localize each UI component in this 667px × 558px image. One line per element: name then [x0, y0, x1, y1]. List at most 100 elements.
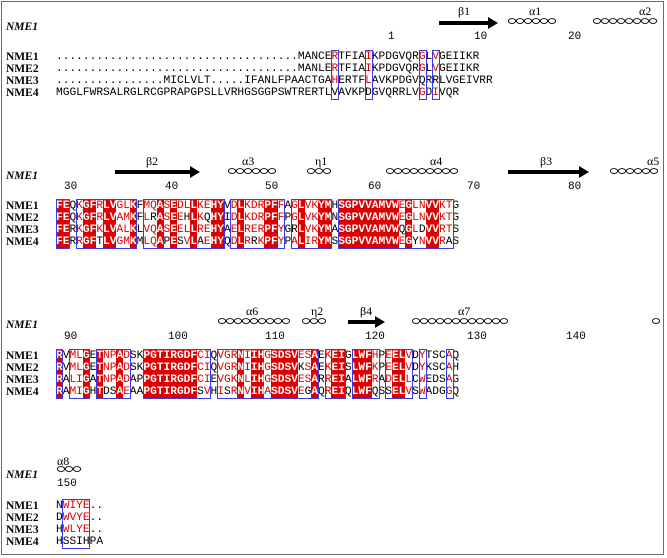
beta-strand-arrow	[439, 17, 498, 29]
eta-helix-coil	[302, 318, 326, 324]
helix-turn	[228, 168, 237, 174]
helix-turn	[441, 168, 451, 174]
helix-turn	[281, 318, 290, 324]
helix-turn	[265, 318, 275, 324]
helix-turn	[412, 318, 421, 324]
sequence-row: DWVYE..	[56, 512, 104, 524]
helix-turn	[249, 318, 259, 324]
ss-label-alpha6: α6	[246, 304, 259, 318]
helix-turn	[547, 18, 556, 24]
helix-turn	[235, 168, 245, 174]
seq-name: NME2	[6, 212, 39, 224]
alpha-helix-coil	[508, 18, 556, 24]
ref-structure-label: NME1	[6, 319, 38, 331]
seq-name: NME1	[6, 200, 39, 212]
residue-number: 100	[168, 331, 188, 343]
helix-turn	[427, 318, 437, 324]
helix-turn	[433, 168, 443, 174]
helix-turn	[648, 18, 657, 24]
ref-structure-label: NME1	[6, 469, 38, 481]
helix-turn	[624, 18, 634, 24]
sequence-row: FEQKGFRLVAMKFLRASEEHLKQHYIDLKDRPFFPGLVKY…	[56, 212, 460, 224]
alpha-helix-coil	[610, 168, 658, 174]
ss-label-eta2: η2	[311, 304, 324, 318]
helix-turn	[64, 466, 74, 472]
sequence-row: RVMLGETNPADSKPGTIRGDFCIQVGRNIIHGSDSVESAE…	[56, 350, 460, 362]
ss-label-alpha5: α5	[647, 154, 660, 168]
helix-turn	[600, 18, 610, 24]
alpha-helix-coil	[218, 318, 290, 324]
helix-turn	[508, 18, 517, 24]
ss-label-beta2: β2	[146, 154, 159, 168]
sequence-row: ................MICLVLT.....IFANLFPAACTG…	[56, 75, 493, 87]
sequence-block: RVMLGETNPADSKPGTIRGDFCIQVGRNIIHGSDSVESAE…	[55, 349, 460, 399]
helix-turn	[593, 18, 602, 24]
helix-turn	[652, 318, 660, 324]
sequence-block: ....................................MANC…	[56, 50, 493, 100]
helix-turn	[409, 168, 419, 174]
sequence-row: HSSIHPA	[56, 536, 104, 548]
helix-turn	[467, 318, 477, 324]
seq-name: NME4	[6, 87, 39, 99]
helix-turn	[225, 318, 235, 324]
helix-turn	[267, 168, 276, 174]
residue-number: 90	[64, 331, 78, 343]
eta-helix-coil	[307, 168, 331, 174]
ss-label-beta3: β3	[540, 154, 553, 168]
helix-turn	[616, 18, 626, 24]
seq-name: NME2	[6, 362, 39, 374]
beta-strand-arrow	[348, 316, 385, 328]
helix-turn	[483, 318, 493, 324]
helix-turn	[309, 318, 319, 324]
ss-label-alpha4: α4	[430, 154, 443, 168]
beta-strand-arrow	[115, 166, 200, 178]
seq-name: NME2	[6, 63, 39, 75]
alpha-helix-coil	[386, 168, 458, 174]
seq-name: NME4	[6, 236, 39, 248]
sequence-row: FERKGFKLVALKLVQASEELLREHYAELRERPFYGRLVKY…	[56, 224, 460, 236]
helix-turn	[251, 168, 261, 174]
ss-label-beta4: β4	[360, 304, 373, 318]
ss-label-beta1: β1	[458, 4, 471, 18]
ref-structure-label: NME1	[6, 170, 38, 182]
helix-turn	[649, 168, 658, 174]
helix-turn	[273, 318, 283, 324]
helix-turn	[625, 168, 635, 174]
helix-turn	[443, 318, 453, 324]
helix-turn	[322, 168, 331, 174]
residue-number: 60	[368, 181, 382, 193]
seq-name: NME3	[6, 524, 39, 536]
residue-number: 110	[265, 331, 285, 343]
helix-turn	[435, 318, 445, 324]
residue-number: 20	[568, 31, 582, 43]
sequence-block: NWIYE.. DWVYE.. HWLYE.. HSSIHPA	[56, 499, 104, 549]
helix-turn	[386, 168, 395, 174]
sequence-row: ....................................MANC…	[56, 51, 480, 63]
helix-turn	[531, 18, 541, 24]
residue-number: 30	[64, 181, 78, 193]
residue-number: 120	[365, 331, 385, 343]
residue-number: 150	[57, 478, 77, 490]
ss-label-alpha3: α3	[242, 154, 255, 168]
residue-number: 80	[568, 181, 582, 193]
helix-turn	[302, 318, 311, 324]
helix-turn	[307, 168, 316, 174]
helix-turn	[641, 168, 651, 174]
seq-name: NME2	[6, 512, 39, 524]
helix-turn	[633, 168, 643, 174]
helix-turn	[314, 168, 324, 174]
helix-turn	[617, 168, 627, 174]
residue-number: 40	[165, 181, 179, 193]
sequence-row: NWIYE..	[56, 500, 104, 512]
residue-number: 70	[467, 181, 481, 193]
helix-turn	[499, 318, 508, 324]
residue-number: 10	[474, 31, 488, 43]
helix-turn	[417, 168, 427, 174]
helix-turn	[515, 18, 525, 24]
helix-turn	[241, 318, 251, 324]
sequence-row: RAMIGHTDSAEAAPGTIRGDFSVHISRNVIHASDSVEGAQ…	[56, 386, 460, 398]
helix-turn	[257, 318, 267, 324]
helix-turn	[491, 318, 501, 324]
residue-number: 50	[265, 181, 279, 193]
sequence-row: FERRGFTLVGMKMLQAPESVLAEHYQDLRRKPFYPALIRY…	[56, 236, 460, 248]
